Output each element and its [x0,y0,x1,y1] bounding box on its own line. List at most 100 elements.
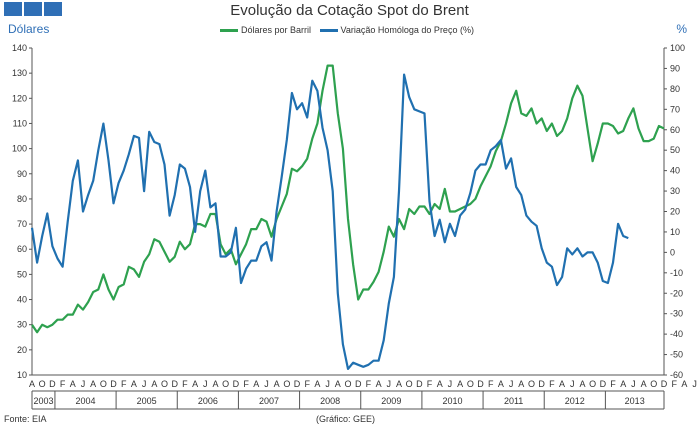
month-tick-label: F [488,379,494,389]
right-tick-label: 40 [670,166,680,176]
month-tick-label: F [671,379,677,389]
right-tick-label: -10 [670,268,683,278]
left-tick-label: 20 [17,345,27,355]
month-tick-label: D [600,379,607,389]
month-tick-label: D [355,379,362,389]
month-tick-label: J [387,379,392,389]
month-tick-label: A [70,379,76,389]
month-tick-label: F [366,379,372,389]
month-tick-label: F [304,379,310,389]
right-tick-label: -30 [670,309,683,319]
logo-block-1 [4,2,22,16]
month-tick-label: D [110,379,117,389]
legend-swatch-variation [319,29,338,33]
left-tick-label: 120 [12,93,27,103]
month-tick-label: F [549,379,555,389]
right-tick-label: 30 [670,186,680,196]
month-tick-label: A [641,379,647,389]
year-label: 2012 [565,396,585,406]
left-tick-label: 10 [17,370,27,380]
month-tick-label: D [49,379,56,389]
month-tick-label: J [631,379,636,389]
month-tick-label: A [274,379,280,389]
left-tick-label: 110 [13,118,27,128]
left-tick-label: 80 [17,194,27,204]
month-tick-label: D [233,379,240,389]
month-tick-label: A [29,379,35,389]
month-tick-label: A [579,379,585,389]
legend-swatch-price [220,29,238,33]
right-tick-label: 100 [670,43,685,53]
month-tick-label: A [518,379,524,389]
month-tick-label: O [161,379,168,389]
month-tick-label: F [243,379,249,389]
left-tick-label: 130 [12,68,27,78]
month-tick-label: D [477,379,484,389]
left-tick-label: 90 [17,169,27,179]
month-tick-label: A [559,379,565,389]
month-tick-label: D [171,379,178,389]
month-tick-label: O [406,379,413,389]
month-tick-label: O [283,379,290,389]
logo-block-2 [24,2,42,16]
year-label: 2003 [33,396,53,406]
left-tick-label: 100 [12,144,27,154]
variation-series-line [30,73,629,370]
right-tick-label: 70 [670,104,680,114]
month-tick-label: D [294,379,301,389]
left-axis-unit: Dólares [8,22,50,36]
left-tick-label: 140 [12,43,27,53]
month-tick-label: F [610,379,616,389]
month-tick-label: F [182,379,188,389]
month-tick-label: A [192,379,198,389]
month-tick-label: A [314,379,320,389]
month-tick-label: J [81,379,86,389]
legend-label-variation: Variação Homóloga do Preço (%) [340,25,474,35]
right-tick-label: 80 [670,84,680,94]
month-tick-label: O [100,379,107,389]
year-label: 2011 [504,396,523,406]
month-tick-label: A [90,379,96,389]
month-tick-label: D [416,379,423,389]
left-tick-label: 30 [17,320,27,330]
year-label: 2010 [442,396,462,406]
month-tick-label: O [589,379,596,389]
year-label: 2005 [137,396,157,406]
year-label: 2008 [320,396,340,406]
month-tick-label: A [253,379,259,389]
year-label: 2009 [381,396,401,406]
month-tick-label: A [376,379,382,389]
month-tick-label: F [121,379,127,389]
right-tick-label: 90 [670,63,680,73]
year-label: 2006 [198,396,218,406]
month-tick-label: O [650,379,657,389]
month-tick-label: A [437,379,443,389]
right-tick-label: -20 [670,288,683,298]
credit-note: (Gráfico: GEE) [316,414,376,424]
month-tick-label: J [325,379,330,389]
month-tick-label: A [212,379,218,389]
month-tick-label: J [264,379,269,389]
month-tick-label: J [448,379,453,389]
right-tick-label: 60 [670,125,680,135]
logo-block-3 [44,2,62,16]
left-tick-label: 40 [17,295,27,305]
month-tick-label: A [151,379,157,389]
right-tick-label: 10 [670,227,680,237]
right-tick-label: 20 [670,207,680,217]
left-tick-label: 50 [17,269,27,279]
right-tick-label: -60 [670,370,683,380]
month-tick-label: O [344,379,351,389]
month-tick-label: J [692,379,697,389]
month-tick-label: O [467,379,474,389]
month-tick-label: O [528,379,535,389]
year-label: 2007 [259,396,279,406]
month-tick-label: A [131,379,137,389]
month-tick-label: A [335,379,341,389]
year-label: 2004 [76,396,96,406]
month-tick-label: J [509,379,514,389]
chart-title: Evolução da Cotação Spot do Brent [230,2,469,19]
month-tick-label: O [222,379,229,389]
legend-label-price: Dólares por Barril [241,25,312,35]
